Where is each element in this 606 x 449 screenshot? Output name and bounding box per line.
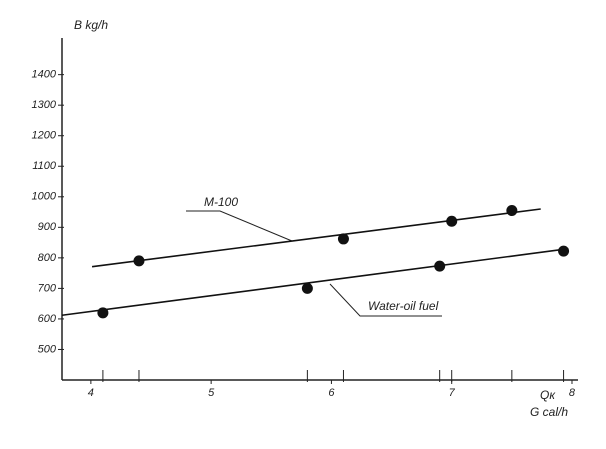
y-tick-label: 1300 bbox=[32, 99, 57, 111]
point bbox=[558, 245, 570, 257]
x-axis-label: G cal/h bbox=[530, 405, 568, 419]
x-tick-label: 7 bbox=[449, 387, 456, 399]
y-tick-label: 1100 bbox=[32, 160, 57, 172]
point bbox=[301, 282, 313, 294]
series-label: Water-oil fuel bbox=[368, 299, 439, 313]
y-tick-label: 500 bbox=[38, 343, 57, 355]
x-tick-label: 6 bbox=[328, 387, 335, 399]
point bbox=[446, 215, 458, 227]
series-label: M-100 bbox=[204, 195, 238, 209]
leader-line bbox=[186, 210, 293, 242]
y-tick-label: 1400 bbox=[32, 69, 57, 81]
y-tick-label: 800 bbox=[38, 252, 57, 264]
y-tick-label: 600 bbox=[38, 313, 57, 325]
y-tick-label: 900 bbox=[38, 221, 57, 233]
x-tick-label: 8 bbox=[569, 387, 576, 399]
x-tick-label: 5 bbox=[208, 387, 215, 399]
x-axis-label: Qк bbox=[540, 388, 556, 402]
y-axis-label: B kg/h bbox=[74, 18, 108, 32]
y-tick-label: 1200 bbox=[32, 130, 57, 142]
point bbox=[97, 307, 109, 319]
y-tick-label: 1000 bbox=[32, 191, 57, 203]
point bbox=[506, 205, 518, 217]
point bbox=[434, 260, 446, 272]
leader-line bbox=[329, 283, 442, 317]
trend-line bbox=[91, 208, 541, 268]
y-tick-label: 700 bbox=[38, 282, 57, 294]
point bbox=[337, 233, 349, 245]
x-tick-label: 4 bbox=[88, 387, 94, 399]
trend-line bbox=[61, 247, 569, 317]
point bbox=[133, 255, 145, 267]
